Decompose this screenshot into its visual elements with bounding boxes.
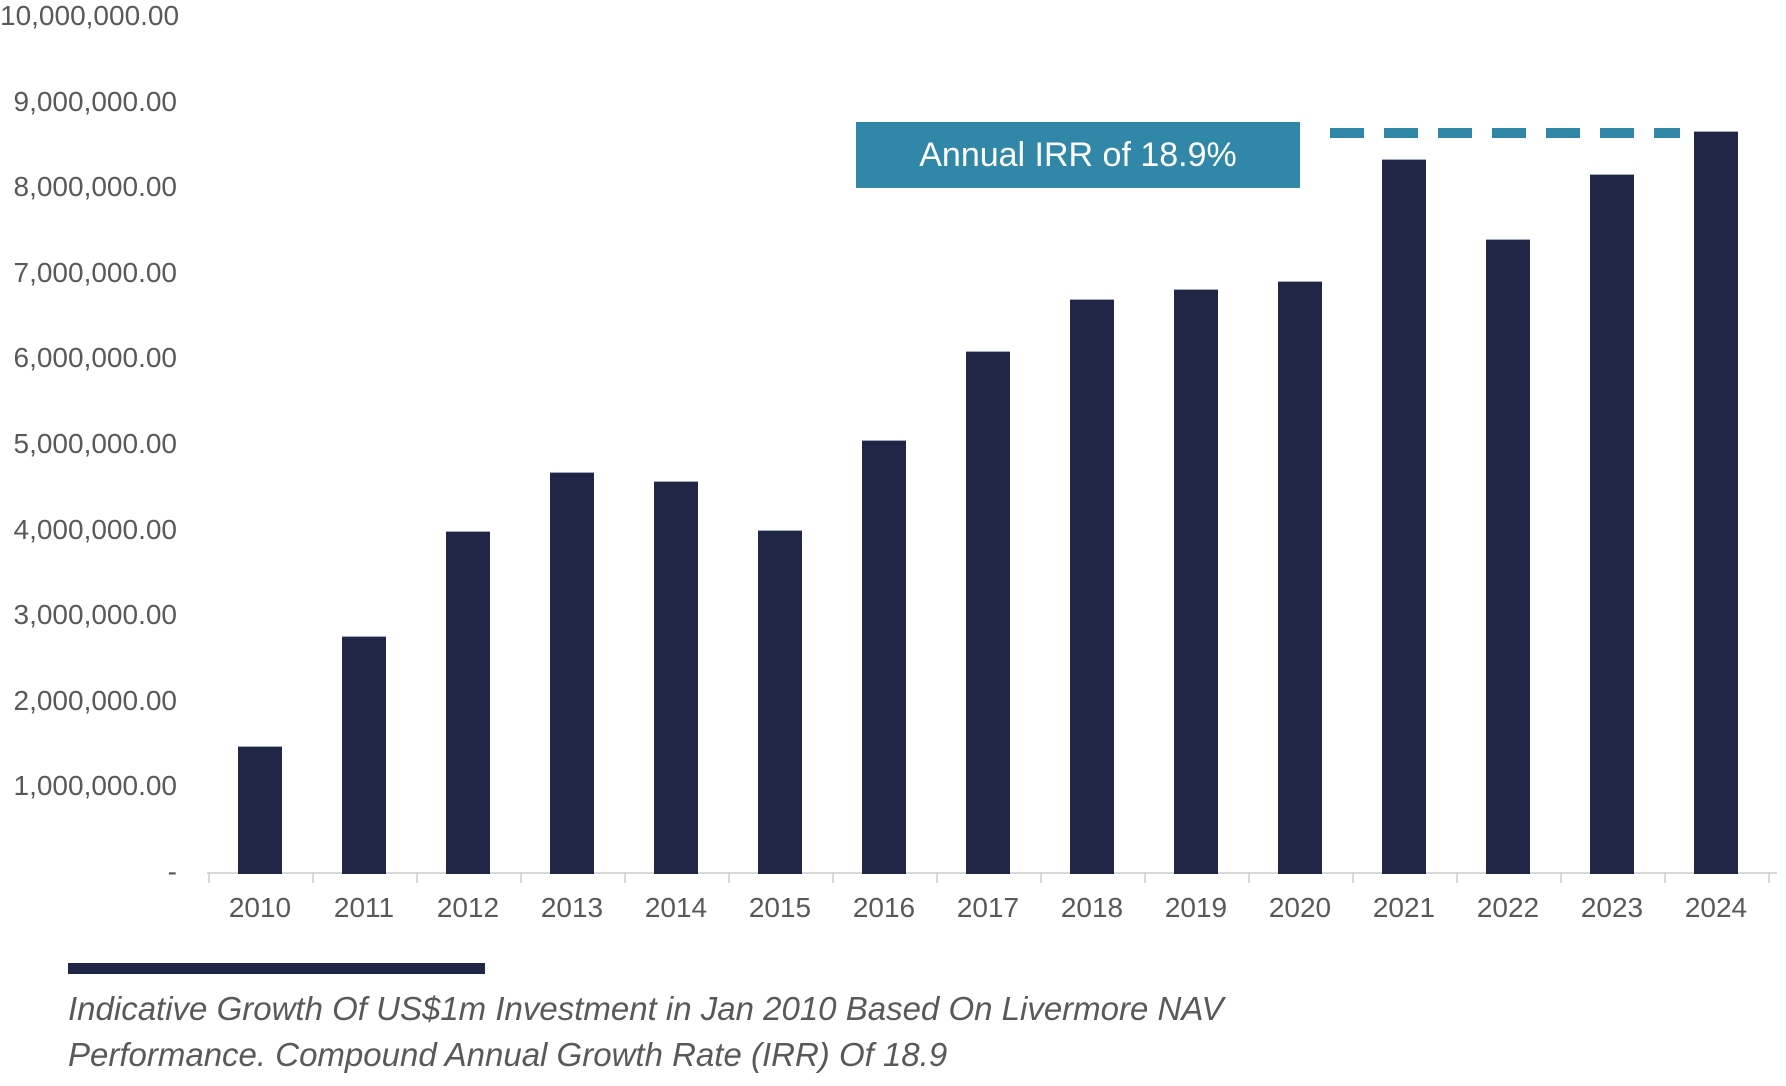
x-axis-label-2016: 2016 <box>852 892 916 923</box>
x-axis-label-2023: 2023 <box>1580 892 1644 923</box>
bar-2021 <box>1382 159 1426 874</box>
x-axis-tick <box>832 874 834 883</box>
x-axis-tick <box>1664 874 1666 883</box>
bar-2013 <box>550 471 594 874</box>
x-axis-tick <box>624 874 626 883</box>
bar-2024 <box>1694 130 1738 874</box>
x-axis-label-2014: 2014 <box>644 892 708 923</box>
x-axis-tick <box>1456 874 1458 883</box>
x-axis-tick <box>1560 874 1562 883</box>
bar-2012 <box>446 530 490 874</box>
annual-irr-annotation-label: Annual IRR of 18.9% <box>919 136 1237 174</box>
bar-2018 <box>1070 298 1114 874</box>
bar-2014 <box>654 481 698 874</box>
x-axis-label-2012: 2012 <box>436 892 500 923</box>
bar-2016 <box>862 440 906 874</box>
y-axis-label-8000000: 8,000,000.00 <box>13 171 178 203</box>
y-axis-label-6000000: 6,000,000.00 <box>13 342 178 374</box>
x-axis-label-2018: 2018 <box>1060 892 1124 923</box>
x-axis-tick <box>520 874 522 883</box>
x-axis-tick <box>728 874 730 883</box>
bar-2017 <box>966 350 1010 874</box>
chart-caption: Indicative Growth Of US$1m Investment in… <box>68 986 1518 1078</box>
bar-2019 <box>1174 289 1218 874</box>
x-axis-tick <box>312 874 314 883</box>
x-axis-tick <box>1248 874 1250 883</box>
caption-underline-bar <box>68 963 485 974</box>
bar-2022 <box>1486 238 1530 874</box>
x-axis-label-2015: 2015 <box>748 892 812 923</box>
x-axis-label-2022: 2022 <box>1476 892 1540 923</box>
y-axis-label-2000000: 2,000,000.00 <box>13 684 178 716</box>
y-axis-label-4000000: 4,000,000.00 <box>13 513 178 545</box>
x-axis-tick <box>1144 874 1146 883</box>
x-axis-label-2010: 2010 <box>228 892 292 923</box>
x-axis-tick <box>1040 874 1042 883</box>
bar-2011 <box>342 636 386 874</box>
bar-2020 <box>1278 280 1322 874</box>
y-axis-label-9000000: 9,000,000.00 <box>13 85 178 117</box>
bar-2010 <box>238 745 282 874</box>
x-axis-tick <box>208 874 210 883</box>
bar-2023 <box>1590 173 1634 874</box>
chart-caption-line-2: Performance. Compound Annual Growth Rate… <box>68 1036 948 1073</box>
y-axis-label-0: - <box>167 856 177 887</box>
irr-dashed-reference-line <box>1330 128 1680 138</box>
x-axis-label-2020: 2020 <box>1268 892 1332 923</box>
x-axis-tick <box>1352 874 1354 883</box>
y-axis-label-10000000: 10,000,000.00 <box>0 0 180 31</box>
x-axis-label-2019: 2019 <box>1164 892 1228 923</box>
y-axis-label-1000000: 1,000,000.00 <box>13 770 178 802</box>
x-axis-label-2024: 2024 <box>1684 892 1748 923</box>
x-axis-tick <box>416 874 418 883</box>
y-axis-label-7000000: 7,000,000.00 <box>13 256 178 288</box>
annual-irr-annotation: Annual IRR of 18.9% <box>856 122 1300 188</box>
y-axis-label-5000000: 5,000,000.00 <box>13 428 178 459</box>
plot-area: Annual IRR of 18.9% 10,000,000.00 9,000,0… <box>0 0 1777 923</box>
x-axis-label-2013: 2013 <box>540 892 604 923</box>
y-axis-label-3000000: 3,000,000.00 <box>13 599 178 631</box>
x-axis-tick <box>1768 874 1770 883</box>
x-axis-tick <box>936 874 938 883</box>
chart-caption-line-1: Indicative Growth Of US$1m Investment in… <box>68 990 1224 1027</box>
x-axis-label-2011: 2011 <box>333 892 395 923</box>
bar-2015 <box>758 529 802 874</box>
x-axis-label-2017: 2017 <box>956 892 1020 923</box>
x-axis-label-2021: 2021 <box>1372 892 1436 923</box>
